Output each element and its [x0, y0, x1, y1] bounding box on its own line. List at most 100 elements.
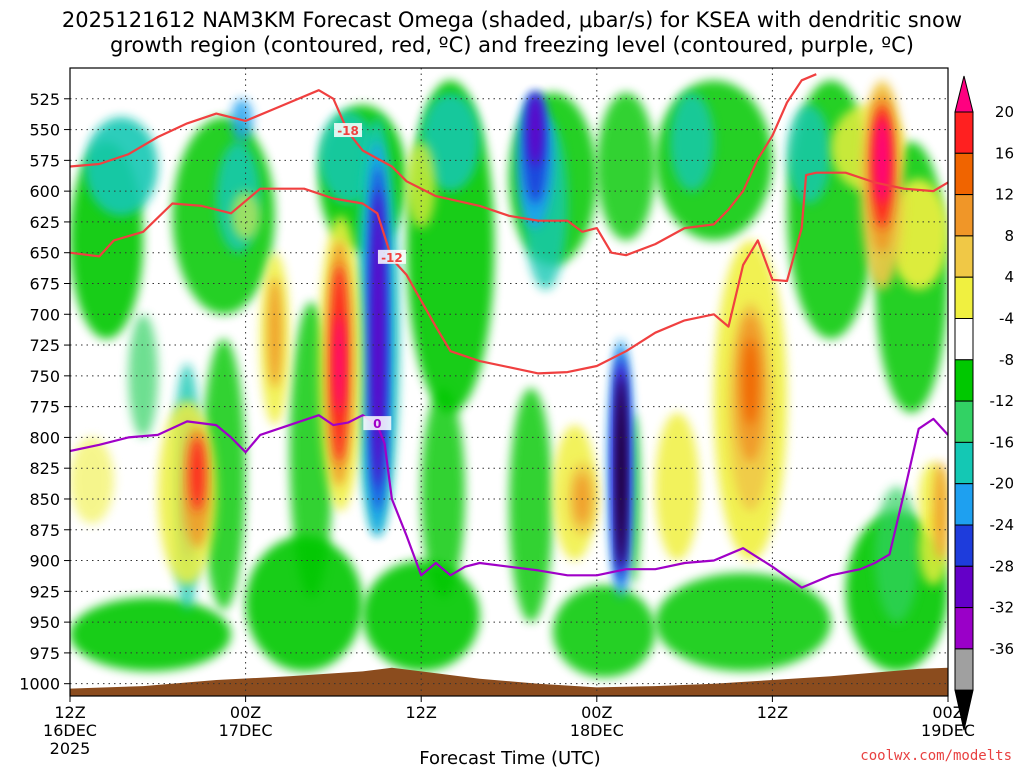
- omega-cell: [201, 338, 246, 610]
- x-tick-label: 12Z: [54, 703, 85, 722]
- chart-title-line2: growth region (contoured, red, ºC) and f…: [110, 33, 914, 57]
- colorbar-label: -36: [990, 640, 1015, 658]
- y-tick-label: 875: [29, 521, 60, 540]
- omega-cell: [655, 412, 700, 561]
- y-tick-label: 1000: [19, 675, 60, 694]
- colorbar-label: -4: [999, 310, 1014, 328]
- y-tick-label: 650: [29, 244, 60, 263]
- colorbar: 20 16 12 8 4 -4 -8 -12 -16 -20 -24 -28 -32 -36: [954, 75, 1015, 731]
- colorbar-swatch: [954, 194, 974, 237]
- colorbar-label: 20: [995, 103, 1014, 121]
- y-tick-label: 550: [29, 121, 60, 140]
- colorbar-label: -28: [990, 557, 1015, 575]
- x-tick-label: 16DEC: [43, 721, 97, 740]
- contour--12: [70, 171, 948, 375]
- colorbar-top-arrow: [954, 75, 974, 113]
- omega-cell: [189, 437, 205, 512]
- omega-cell: [421, 388, 466, 598]
- contour-label: 0: [373, 417, 381, 431]
- plot-frame: [69, 67, 949, 697]
- y-tick-label: 975: [29, 644, 60, 663]
- x-tick-label: 00Z: [581, 703, 612, 722]
- y-tick-label: 800: [29, 428, 60, 447]
- contour-label-bg: [363, 416, 392, 431]
- colorbar-label: 12: [995, 186, 1014, 204]
- colorbar-swatch: [954, 400, 974, 443]
- colorbar-label: 16: [995, 144, 1014, 162]
- y-tick-label: 700: [29, 305, 60, 324]
- omega-cell: [70, 597, 231, 672]
- contour-label: -12: [381, 251, 403, 265]
- chart-title-line1: 2025121612 NAM3KM Forecast Omega (shaded…: [62, 8, 962, 32]
- y-tick-label: 925: [29, 582, 60, 601]
- grid-lines: [70, 68, 948, 696]
- omega-cell: [889, 178, 948, 290]
- x-axis-label: Forecast Time (UTC): [419, 748, 600, 768]
- terrain-fill: [70, 667, 948, 696]
- omega-cell: [70, 437, 114, 524]
- contour-label: -18: [337, 124, 359, 138]
- y-tick-label: 850: [29, 490, 60, 509]
- omega-cell: [552, 585, 656, 678]
- y-tick-label: 525: [29, 90, 60, 109]
- x-tick-label: 12Z: [406, 703, 437, 722]
- omega-cell: [933, 462, 948, 561]
- omega-cell: [655, 572, 831, 672]
- y-tick-label: 900: [29, 552, 60, 571]
- y-tick-label: 750: [29, 367, 60, 386]
- omega-cell: [528, 92, 543, 167]
- colorbar-bottom-arrow: [954, 689, 974, 731]
- x-tick-label: 19DEC: [921, 721, 975, 740]
- colorbar-label: 8: [1004, 227, 1014, 245]
- colorbar-swatch: [954, 524, 974, 567]
- contour-0: [70, 414, 948, 589]
- contours: -18 -12 0: [70, 73, 948, 589]
- contour-label-bg: [377, 249, 406, 264]
- colorbar-label: -32: [990, 599, 1015, 617]
- y-tick-label: 950: [29, 613, 60, 632]
- colorbar-swatch: [954, 441, 974, 485]
- omega-cell: [874, 117, 890, 204]
- colorbar-swatch: [954, 359, 974, 402]
- omega-cell: [743, 338, 758, 426]
- x-tick-label: 00Z: [230, 703, 261, 722]
- y-tick-label: 675: [29, 274, 60, 293]
- omega-cell: [267, 277, 283, 389]
- y-tick-label: 725: [29, 336, 60, 355]
- omega-cell: [874, 486, 919, 623]
- x-tick-label: 12Z: [757, 703, 788, 722]
- contour-label-bg: [334, 123, 363, 138]
- omega-shading: [70, 80, 948, 678]
- y-tick-label: 775: [29, 398, 60, 417]
- x-tick-label: 00Z: [932, 703, 963, 722]
- colorbar-label: -8: [999, 351, 1014, 369]
- colorbar-label: -20: [990, 475, 1015, 493]
- omega-cell: [596, 92, 656, 241]
- omega-cell: [128, 314, 158, 438]
- y-tick-label: 625: [29, 213, 60, 232]
- omega-cell: [362, 560, 480, 672]
- colorbar-swatch: [954, 607, 974, 650]
- colorbar-swatch: [954, 483, 974, 526]
- colorbar-swatch: [954, 152, 974, 196]
- contour--18: [70, 73, 817, 257]
- omega-cell: [669, 92, 714, 192]
- omega-cell: [787, 104, 831, 204]
- y-axis: 525 550 575 600 625 650 675 700 725 750 775 800 825 8…: [19, 90, 70, 694]
- x-tick-label: 17DEC: [219, 721, 273, 740]
- y-tick-label: 600: [29, 182, 60, 201]
- colorbar-label: 4: [1004, 268, 1014, 286]
- colorbar-label: -12: [990, 392, 1015, 410]
- colorbar-label: -24: [990, 516, 1015, 534]
- omega-cell: [84, 117, 158, 216]
- colorbar-swatch: [954, 276, 974, 320]
- x-tick-label: 2025: [50, 739, 91, 758]
- x-tick-label: 18DEC: [570, 721, 624, 740]
- colorbar-swatch: [954, 111, 974, 154]
- omega-cell: [334, 314, 344, 413]
- colorbar-swatch: [954, 318, 974, 361]
- colorbar-swatch: [954, 648, 974, 691]
- omega-cell: [230, 191, 261, 241]
- omega-cell: [371, 191, 385, 487]
